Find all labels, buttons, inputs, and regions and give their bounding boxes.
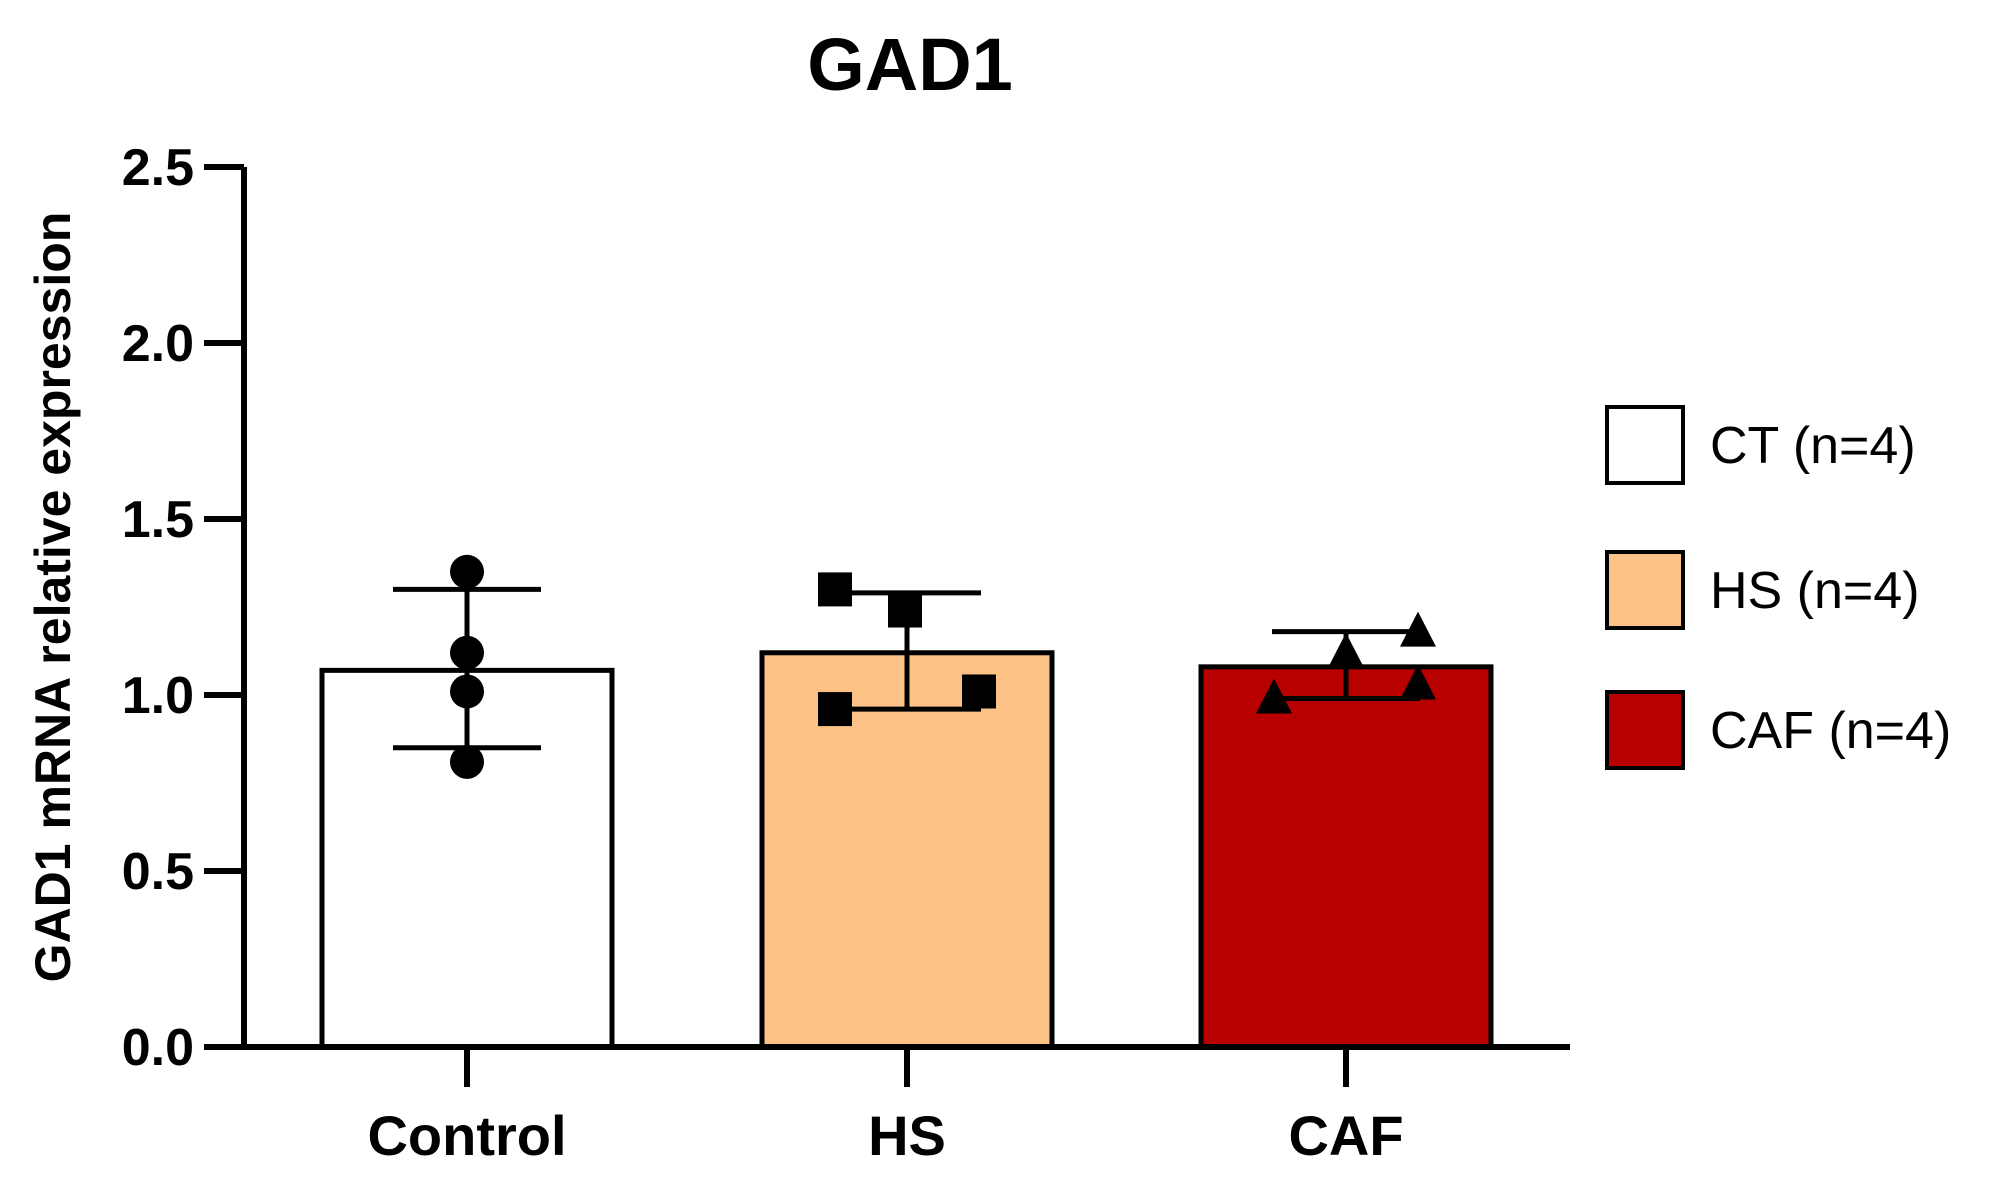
y-tick-label-3: 1.5 [122,491,194,549]
data-point-hs-4 [962,674,996,709]
legend-label-control: CT (n=4) [1710,417,1916,475]
y-tick-label-5: 2.5 [122,139,194,197]
y-tick-label-0: 0.0 [122,1019,194,1077]
legend: CT (n=4) HS (n=4) CAF (n=4) [1605,405,1951,770]
x-tick-label-control: Control [367,1104,566,1167]
legend-label-caf: CAF (n=4) [1710,702,1951,760]
plot-area: 0.0 0.5 1.0 1.5 2.0 2.5 Control HS CAF [122,139,1570,1167]
data-point-hs-1 [818,572,852,607]
x-tick-label-caf: CAF [1288,1104,1403,1167]
data-point-hs-2 [888,593,922,628]
data-point-caf-2 [1328,632,1364,668]
legend-label-hs: HS (n=4) [1710,562,1920,620]
data-point-control-3 [450,674,484,709]
legend-swatch-control [1605,405,1685,485]
y-tick-label-1: 0.5 [122,843,194,901]
data-point-control-2 [450,635,484,670]
legend-swatch-caf [1605,690,1685,770]
bar-caf [1198,664,1494,1050]
data-point-caf-4 [1400,664,1436,700]
chart-title: GAD1 [807,23,1013,106]
data-point-caf-1 [1256,678,1292,714]
data-point-control-4 [450,744,484,779]
data-point-control-1 [450,554,484,589]
data-point-caf-3 [1400,611,1436,647]
y-tick-label-4: 2.0 [122,315,194,373]
legend-swatch-hs [1605,550,1685,630]
data-point-hs-3 [818,692,852,727]
y-tick-label-2: 1.0 [122,667,194,725]
x-tick-label-hs: HS [868,1104,946,1167]
y-axis-label: GAD1 mRNA relative expression [25,212,81,983]
bar-hs [759,650,1055,1050]
